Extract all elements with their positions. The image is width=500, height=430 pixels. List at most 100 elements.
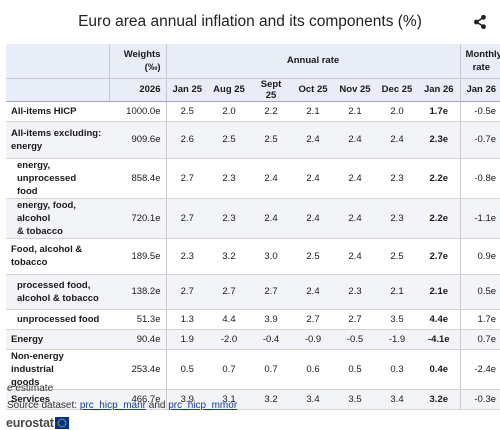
annual-rate-cell: 0.4e [418, 349, 461, 390]
annual-rate-cell: 2.4 [334, 121, 376, 159]
annual-rate-cell: 3.2 [250, 389, 292, 410]
row-label-line: & tobacco [17, 225, 63, 237]
eu-flag-icon [54, 417, 69, 429]
weight-cell: 858.4e [109, 158, 167, 199]
annual-rate-cell: 2.1 [376, 274, 418, 310]
row-label-line: energy [11, 140, 43, 152]
annual-rate-cell: 2.5 [250, 121, 292, 159]
annual-rate-cell: 2.4 [334, 198, 376, 239]
annual-rate-cell: 2.5 [166, 101, 208, 122]
share-icon[interactable] [472, 14, 488, 30]
row-label-line: energy, food, alcohol [17, 199, 76, 224]
row-label-line: processed food, [17, 279, 91, 291]
weight-cell: 909.6e [109, 121, 167, 159]
flag-star [63, 425, 65, 427]
header-annual-rate: Annual rate [166, 44, 461, 79]
row-label: Energy [6, 329, 109, 350]
annual-rate-cell: 2.4 [334, 238, 376, 275]
annual-rate-cell: 1.7e [418, 101, 461, 122]
annual-rate-cell: 3.5 [334, 389, 376, 410]
header-period: Jan 25 [166, 78, 208, 102]
weight-cell: 189.5e [109, 238, 167, 275]
row-label-line: tobacco [11, 257, 48, 268]
weight-cell: 1000.0e [109, 101, 167, 122]
flag-star [59, 419, 61, 421]
annual-rate-cell: 4.4e [418, 309, 461, 330]
annual-rate-cell: -0.4 [250, 329, 292, 350]
row-label: Services [6, 389, 109, 410]
logo-text: eurostat [6, 416, 54, 430]
annual-rate-cell: 0.7 [208, 349, 250, 390]
annual-rate-cell: 2.4 [250, 158, 292, 199]
annual-rate-cell: 3.0 [250, 238, 292, 275]
row-label-line: energy, unprocessed [17, 159, 77, 184]
annual-rate-cell: 2.3 [376, 158, 418, 199]
annual-rate-cell: 3.1 [208, 389, 250, 410]
annual-rate-cell: 2.7 [208, 274, 250, 310]
annual-rate-cell: 2.4 [250, 198, 292, 239]
header-empty-cell [6, 44, 110, 79]
header-period: Aug 25 [208, 78, 250, 102]
header-period: Jan 26 [418, 78, 461, 102]
monthly-rate-cell: -0.5e [460, 101, 500, 122]
monthly-rate-cell: -2.4e [460, 349, 500, 390]
annual-rate-cell: 2.5 [292, 238, 334, 275]
annual-rate-cell: 0.7 [250, 349, 292, 390]
source-link-manr[interactable]: prc_hicp_manr [79, 400, 146, 411]
annual-rate-cell: 2.7 [166, 274, 208, 310]
flag-star [57, 422, 59, 424]
annual-rate-cell: 1.9 [166, 329, 208, 350]
annual-rate-cell: 2.4 [376, 121, 418, 159]
weight-cell: 466.7e [109, 389, 167, 410]
annual-rate-cell: 2.5 [208, 121, 250, 159]
header-monthly-period: Jan 26 [460, 78, 500, 102]
weight-cell: 253.4e [109, 349, 167, 390]
flag-star [64, 422, 67, 424]
weight-cell: 138.2e [109, 274, 167, 310]
row-label-line: alcohol & tobacco [17, 292, 99, 304]
row-label-line: food [17, 185, 38, 197]
annual-rate-cell: 2.3 [376, 198, 418, 239]
table-row: processed food, alcohol & tobacco 138.2e 2.… [6, 274, 500, 310]
annual-rate-cell: -2.0 [208, 329, 250, 350]
monthly-rate-cell: 0.7e [460, 329, 500, 350]
header-row-groups: Weights (‰) Annual rate Monthly rate [6, 44, 500, 79]
annual-rate-cell: 2.4 [292, 274, 334, 310]
row-label-line: All-items HICP [11, 105, 77, 117]
flag-star [61, 426, 63, 428]
annual-rate-cell: 2.4 [292, 121, 334, 159]
flag-star [57, 424, 60, 426]
eurostat-logo: eurostat [6, 416, 69, 430]
annual-rate-cell: 2.6 [166, 121, 208, 159]
source-link-mmor[interactable]: prc_hicp_mmor [168, 400, 238, 411]
chart-title: Euro area annual inflation and its compo… [78, 13, 422, 30]
monthly-rate-cell: 0.9e [460, 238, 500, 275]
row-label-line: goods [11, 376, 40, 388]
header-period: Oct 25 [292, 78, 334, 102]
annual-rate-cell: 2.7e [418, 238, 461, 275]
table-row: energy, unprocessed food 858.4e 2.7 2.3 2.4 2.… [6, 158, 500, 199]
annual-rate-cell: 2.7 [292, 309, 334, 330]
source-line: Source dataset: prc_hicp_manr and prc_hi… [7, 400, 237, 411]
row-label: Food, alcohol & tobacco [6, 238, 109, 275]
annual-rate-cell: 3.9 [166, 389, 208, 410]
table-row: Non-energy industrial goods 253.4e 0.5 0.7 0.… [6, 349, 500, 390]
monthly-rate-cell: 0.5e [460, 274, 500, 310]
header-empty-cell [6, 78, 110, 102]
annual-rate-cell: 0.3 [376, 349, 418, 390]
row-label: Non-energy industrial goods [6, 349, 109, 390]
inflation-table: Weights (‰) Annual rate Monthly rate 202… [6, 44, 500, 410]
row-label: All-items HICP [6, 101, 109, 122]
table-row: All-items excluding: energy 909.6e 2.6 2.5 2.… [6, 121, 500, 159]
annual-rate-cell: 2.4 [292, 158, 334, 199]
table-row: energy, food, alcohol & tobacco 720.1e 2.7 2… [6, 198, 500, 239]
header-monthly-line1: Monthly [465, 48, 500, 60]
header-weights: Weights (‰) [109, 44, 167, 79]
annual-rate-cell: 1.3 [166, 309, 208, 330]
table-row: unprocessed food 51.3e 1.3 4.4 3.9 2.7 2.7 3.5 4… [6, 309, 500, 330]
annual-rate-cell: 2.7 [166, 198, 208, 239]
header-weights-year: 2026 [109, 78, 167, 102]
annual-rate-cell: 2.2 [250, 101, 292, 122]
annual-rate-cell: 3.2 [208, 238, 250, 275]
table-row: Food, alcohol & tobacco 189.5e 2.3 3.2 3.0 2.5… [6, 238, 500, 275]
